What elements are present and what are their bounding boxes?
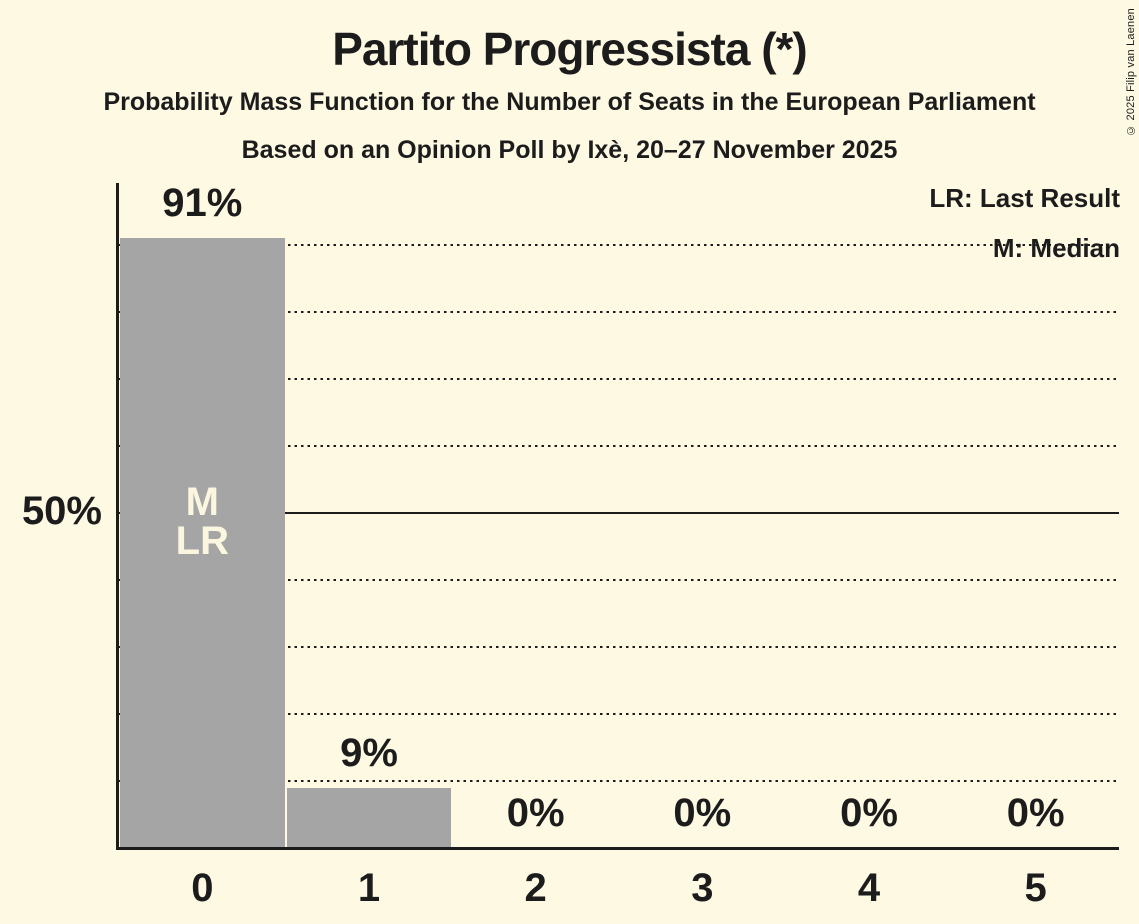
legend-median: M: Median [992,233,1120,263]
legend-last-result: LR: Last Result [929,183,1120,213]
y-axis-50pct-label: 50% [21,489,102,533]
gridline-10pct [119,779,1119,783]
gridline-30pct [119,645,1119,649]
bar-value-label-5: 0% [1006,791,1065,835]
chart-source-note: Based on an Opinion Poll by Ixè, 20–27 N… [241,136,898,164]
y-axis-line [116,183,119,850]
annotation-line-lr: LR [175,519,229,563]
x-axis-line [116,846,1119,850]
gridline-50pct [119,511,1119,515]
bar-value-label-2: 0% [506,791,565,835]
bar-seats-0 [120,238,285,848]
gridline-20pct [119,712,1119,716]
bar-seats-1 [286,787,452,848]
x-tick-label-1: 1 [357,866,381,910]
annotation-line-m: M [185,480,219,524]
x-tick-label-2: 2 [524,866,547,910]
bar-value-label-0: 91% [162,181,243,226]
gridline-60pct [119,444,1119,448]
chart-subtitle: Probability Mass Function for the Number… [103,88,1036,116]
gridline-70pct [119,377,1119,381]
x-tick-label-5: 5 [1024,866,1047,910]
x-tick-label-4: 4 [857,866,881,910]
median-last-result-annotation: M LR [132,480,272,563]
copyright-notice: © 2025 Filip van Laenen [1125,8,1137,136]
x-tick-label-0: 0 [191,866,214,910]
gridline-40pct [119,578,1119,582]
x-tick-label-3: 3 [691,866,714,910]
bar-value-label-3: 0% [673,791,732,835]
chart-title: Partito Progressista (*) [332,23,807,75]
gridline-80pct [119,310,1119,314]
bar-value-label-1: 9% [340,730,398,775]
gridline-90pct [119,243,1119,247]
bar-value-label-4: 0% [840,791,898,835]
